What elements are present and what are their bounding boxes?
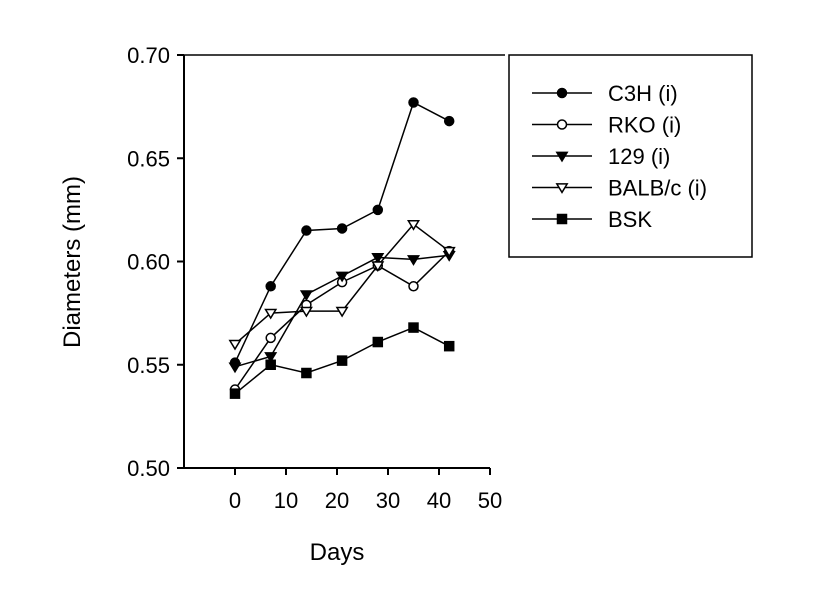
series-bsk: [229, 322, 455, 399]
data-point: [372, 336, 384, 348]
legend-label: BALB/c (i): [608, 176, 707, 201]
series-129-i: [228, 250, 456, 374]
legend: C3H (i) RKO (i) 129 (i) BALB/c (i) BSK: [508, 54, 753, 258]
data-point: [408, 97, 419, 108]
data-point: [265, 332, 276, 344]
data-point: [228, 339, 242, 351]
data-point: [442, 246, 456, 258]
legend-marker: [555, 151, 569, 163]
data-point: [229, 388, 241, 399]
data-point: [336, 355, 348, 366]
series-balb-c-i: [228, 219, 456, 351]
legend-label: BSK: [608, 207, 652, 232]
x-tick-label: 40: [427, 488, 451, 513]
x-tick-label: 50: [478, 488, 502, 513]
legend-label: RKO (i): [608, 113, 681, 138]
legend-item: RKO (i): [532, 113, 681, 138]
data-point: [335, 306, 349, 318]
y-axis-title: Diameters (mm): [59, 176, 86, 348]
data-point: [406, 219, 421, 231]
series-c3h-i: [229, 97, 455, 368]
legend-label: 129 (i): [608, 144, 670, 169]
data-point: [265, 359, 276, 370]
data-point: [371, 261, 385, 273]
legend-marker: [555, 183, 569, 194]
legend-marker: [556, 213, 568, 225]
legend-marker: [556, 87, 568, 99]
data-point: [336, 223, 348, 234]
y-tick-label: 0.65: [127, 146, 170, 171]
series-rko-i: [229, 245, 455, 395]
legend-label: C3H (i): [608, 81, 678, 106]
x-axis-title: Days: [310, 539, 365, 566]
legend-item: BALB/c (i): [532, 176, 707, 201]
x-tick-label: 10: [274, 488, 298, 513]
y-tick-label: 0.60: [127, 250, 170, 275]
data-point: [335, 271, 349, 283]
x-tick-label: 0: [229, 488, 241, 513]
data-point: [301, 367, 312, 379]
y-tick-label: 0.55: [127, 353, 170, 378]
data-point: [265, 281, 276, 292]
data-point: [299, 290, 313, 301]
data-point: [408, 281, 419, 292]
data-point: [443, 115, 455, 127]
data-point: [372, 204, 384, 216]
legend-item: C3H (i): [532, 81, 678, 106]
data-point: [264, 352, 278, 363]
data-point: [301, 225, 312, 236]
y-tick-label: 0.50: [127, 456, 170, 481]
data-point: [371, 253, 385, 264]
x-tick-label: 30: [376, 488, 400, 513]
data-point: [408, 322, 419, 333]
data-point: [264, 308, 278, 320]
x-tick-label: 20: [325, 488, 349, 513]
data-point: [443, 340, 455, 352]
data-point: [299, 306, 313, 318]
data-point: [228, 362, 242, 374]
legend-item: 129 (i): [532, 144, 670, 169]
legend-marker: [556, 119, 568, 130]
data-point: [406, 255, 421, 266]
y-tick-label: 0.70: [127, 43, 170, 68]
legend-item: BSK: [532, 207, 652, 232]
